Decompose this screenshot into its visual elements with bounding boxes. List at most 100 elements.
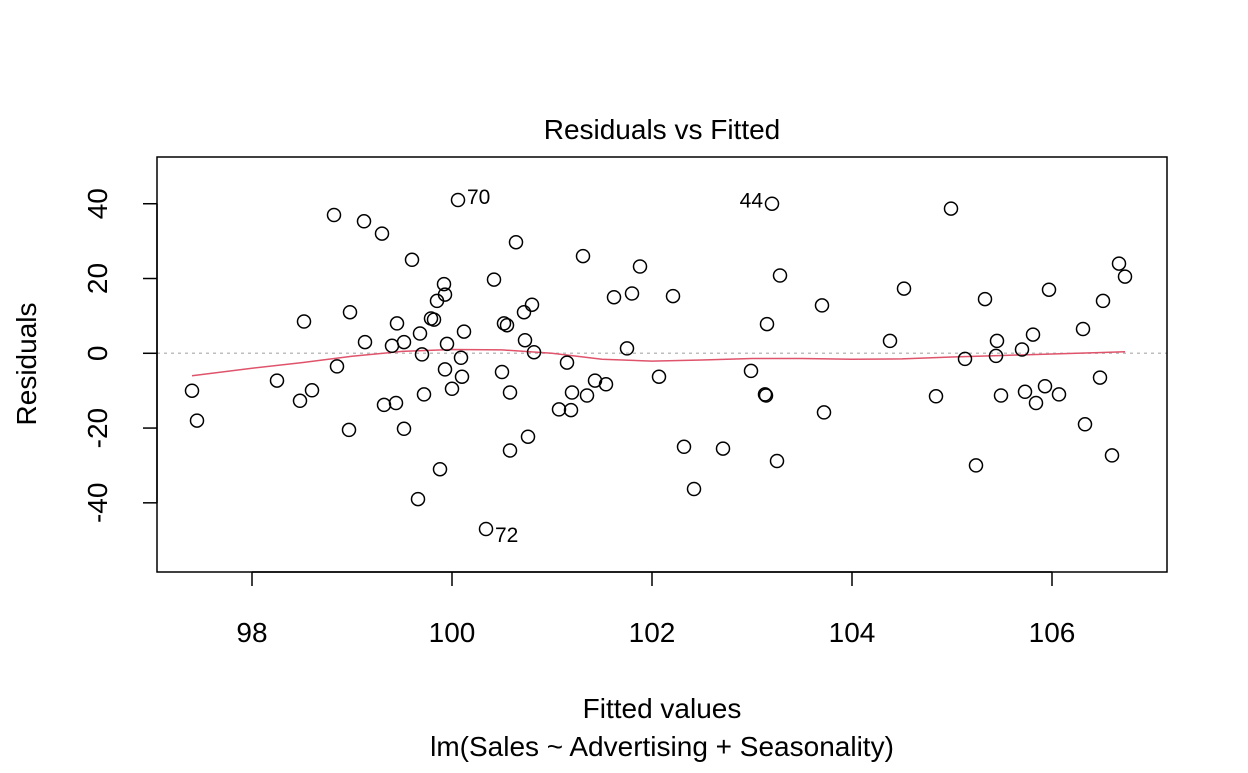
data-point bbox=[1104, 448, 1120, 463]
data-point bbox=[357, 334, 373, 350]
data-point bbox=[453, 350, 469, 366]
smoother-layer bbox=[191, 348, 1126, 377]
data-point bbox=[579, 388, 595, 403]
data-point bbox=[977, 291, 993, 307]
y-axis-label: Residuals bbox=[11, 303, 42, 426]
data-point bbox=[1075, 321, 1091, 337]
y-tick-label: -40 bbox=[82, 483, 113, 523]
y-tick-label: -20 bbox=[82, 408, 113, 448]
data-point bbox=[989, 333, 1005, 349]
data-point bbox=[374, 226, 390, 241]
data-point bbox=[988, 348, 1004, 364]
data-point bbox=[326, 207, 342, 223]
data-point bbox=[882, 333, 898, 349]
data-point bbox=[606, 289, 622, 305]
data-point bbox=[1095, 293, 1111, 309]
point-labels-layer: 70 44 72 bbox=[467, 186, 763, 547]
data-point bbox=[508, 234, 524, 250]
data-point bbox=[410, 491, 426, 507]
data-point bbox=[764, 196, 780, 211]
data-point bbox=[715, 441, 731, 456]
data-point bbox=[517, 332, 533, 348]
data-point bbox=[665, 288, 681, 304]
data-point bbox=[396, 334, 412, 350]
data-point bbox=[426, 312, 442, 327]
data-point bbox=[943, 201, 959, 216]
data-point bbox=[389, 316, 405, 331]
data-point bbox=[993, 388, 1009, 403]
data-point bbox=[1117, 269, 1133, 284]
data-point bbox=[292, 393, 308, 409]
data-point bbox=[575, 248, 591, 264]
data-point bbox=[342, 304, 358, 320]
data-point bbox=[757, 387, 773, 402]
data-point bbox=[743, 363, 759, 379]
data-point bbox=[1077, 417, 1093, 432]
data-point bbox=[968, 458, 984, 473]
data-point bbox=[456, 324, 472, 339]
data-point bbox=[329, 359, 345, 374]
data-point bbox=[769, 453, 785, 469]
data-point bbox=[1051, 387, 1067, 402]
data-point bbox=[632, 259, 648, 274]
data-point bbox=[1014, 342, 1030, 357]
data-point bbox=[551, 402, 567, 417]
data-point bbox=[502, 385, 518, 400]
data-point bbox=[269, 373, 285, 388]
data-point bbox=[478, 521, 494, 537]
data-point bbox=[1017, 384, 1033, 400]
point-label: 72 bbox=[495, 524, 518, 547]
data-point bbox=[651, 369, 667, 385]
data-point bbox=[1092, 370, 1108, 385]
data-point bbox=[516, 304, 532, 320]
y-tick-label: 0 bbox=[82, 346, 113, 362]
data-point bbox=[416, 387, 432, 402]
x-tick-label: 106 bbox=[1029, 617, 1076, 648]
plot-frame bbox=[156, 156, 1168, 573]
data-point bbox=[499, 317, 515, 333]
data-point bbox=[437, 287, 453, 302]
data-point bbox=[436, 276, 452, 292]
data-point bbox=[450, 192, 466, 208]
y-tick-label: 20 bbox=[82, 263, 113, 294]
data-point bbox=[759, 316, 775, 332]
data-point bbox=[437, 362, 453, 377]
data-point bbox=[1025, 327, 1041, 342]
data-point bbox=[598, 377, 614, 392]
data-point bbox=[356, 214, 372, 229]
data-point bbox=[304, 383, 320, 398]
x-tick-label: 100 bbox=[429, 617, 476, 648]
data-point bbox=[526, 344, 542, 360]
data-point bbox=[1041, 282, 1057, 297]
data-point bbox=[502, 443, 518, 458]
data-point bbox=[412, 326, 428, 341]
data-point bbox=[814, 298, 830, 313]
smoother-line bbox=[191, 348, 1126, 377]
chart-subtitle: lm(Sales ~ Advertising + Seasonality) bbox=[430, 731, 894, 762]
x-tick-label: 98 bbox=[236, 617, 267, 648]
data-point bbox=[388, 395, 404, 411]
data-point bbox=[496, 316, 512, 331]
chart-title: Residuals vs Fitted bbox=[544, 114, 781, 145]
data-point bbox=[772, 268, 788, 283]
data-point bbox=[524, 297, 540, 312]
point-label: 44 bbox=[740, 190, 764, 213]
data-point bbox=[486, 272, 502, 287]
data-point bbox=[296, 314, 312, 329]
x-tick-label: 102 bbox=[629, 617, 676, 648]
data-point bbox=[439, 336, 455, 352]
x-axis-label: Fitted values bbox=[583, 693, 742, 724]
data-point bbox=[341, 422, 357, 438]
data-point bbox=[396, 421, 412, 437]
data-point bbox=[184, 383, 200, 398]
data-point bbox=[624, 286, 640, 301]
data-point bbox=[896, 281, 912, 296]
data-point bbox=[414, 347, 430, 362]
data-point bbox=[619, 341, 635, 356]
y-tick-label: 40 bbox=[82, 188, 113, 219]
data-point bbox=[928, 389, 944, 404]
data-point bbox=[564, 385, 580, 400]
data-point bbox=[563, 402, 579, 418]
data-point bbox=[816, 405, 832, 420]
